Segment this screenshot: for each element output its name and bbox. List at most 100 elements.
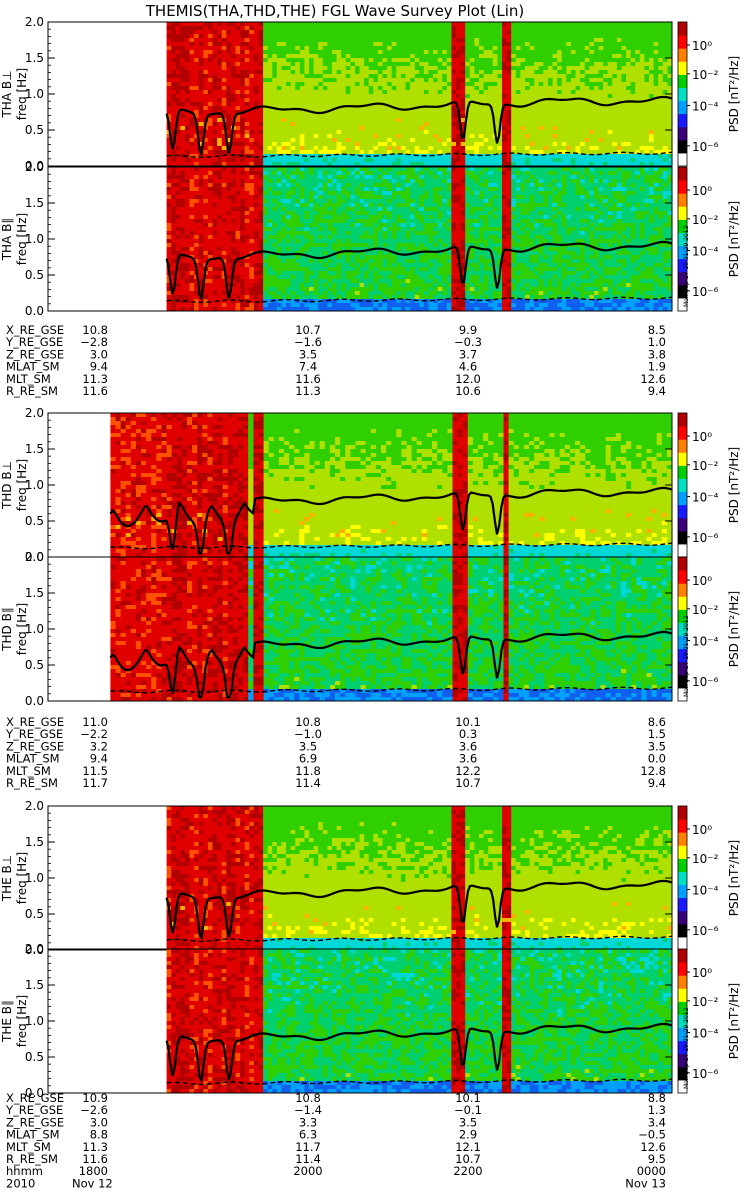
ephemeris-value: −1.0 (294, 727, 322, 741)
timestamp-label: Mon Sep 17 10:31:29 2012 (683, 615, 690, 697)
colorbar-label: PSD [nT²/Hz] (727, 840, 741, 916)
ephemeris-row-name: MLAT_SM (6, 360, 60, 374)
ephemeris-value: 0.0 (648, 752, 666, 766)
y-tick-label: 1.5 (25, 835, 44, 849)
ephemeris-row-name: R_RE_SM (6, 1152, 58, 1166)
ephemeris-row-name: Z_RE_GSE (6, 347, 64, 361)
ephemeris-value: 11.6 (82, 384, 108, 398)
y-axis-label: freq [Hz] (15, 213, 29, 265)
ephemeris-value: 11.6 (295, 372, 321, 386)
ephemeris-value: 9.4 (90, 360, 108, 374)
y-tick-label: 0.5 (25, 123, 44, 137)
colorbar-label: PSD [nT²/Hz] (727, 201, 741, 277)
ephemeris-value: 11.3 (295, 384, 321, 398)
ephemeris-value: 11.5 (82, 764, 108, 778)
ephemeris-value: 8.6 (648, 715, 666, 729)
ephemeris-value: 10.8 (295, 1091, 321, 1105)
ephemeris-value: 12.2 (455, 764, 481, 778)
colorbar-tick-label: 10⁻⁴ (692, 635, 719, 649)
panel-label: THE B∥ (0, 1000, 14, 1043)
y-tick-label: 0.0 (25, 943, 44, 957)
ephemeris-value: 3.3 (299, 1115, 317, 1129)
ephemeris-row-name: hhmm (6, 1164, 43, 1178)
colorbar-tick-label: 10⁰ (692, 39, 712, 53)
colorbar-tick-label: 10⁻² (692, 852, 719, 866)
fce-curve (165, 240, 673, 302)
y-tick-label: 2.0 (25, 942, 44, 956)
ephemeris-row-name: MLT_SM (6, 372, 51, 386)
panel-6: 0.0 0.5 1.0 1.5 2.0 freq [Hz]THE B∥ 10⁰ 10⁻² 10⁻… (0, 942, 741, 1100)
spectrogram (110, 413, 673, 558)
y-tick-label: 1.0 (25, 1014, 44, 1028)
spectrogram (166, 949, 673, 1094)
y-tick-label: 1.5 (25, 51, 44, 65)
ephemeris-value: 3.6 (459, 752, 477, 766)
ephemeris-value: 2200 (453, 1164, 482, 1178)
panel-1: 0.0 0.5 1.0 1.5 2.0 freq [Hz]THA B⊥ 10⁰ 10⁻² 10⁻… (0, 15, 741, 173)
colorbar-tick-label: 10⁰ (692, 966, 712, 980)
panel-label: THD B⊥ (0, 461, 14, 510)
ephemeris-value: 12.6 (640, 1140, 666, 1154)
fcp-curve (110, 542, 673, 550)
colorbar-tick-label: 10⁰ (692, 430, 712, 444)
fce-curve (109, 486, 673, 555)
ephemeris-row-name: MLT_SM (6, 1140, 51, 1154)
ephemeris-value: 3.0 (90, 347, 108, 361)
ephemeris-value: −1.6 (294, 335, 322, 349)
ephemeris-row-name: X_RE_GSE (6, 323, 64, 337)
colorbar-tick-label: 10⁻⁶ (692, 140, 719, 154)
colorbar: 10⁰ 10⁻² 10⁻⁴ 10⁻⁶ PSD [nT²/Hz] Mon Sep 17 10… (677, 948, 741, 1094)
ephemeris-value: 9.4 (90, 752, 108, 766)
ephemeris-value: −0.3 (454, 335, 482, 349)
colorbar-tick-label: 10⁻⁴ (692, 491, 719, 505)
ephemeris-value: 3.7 (459, 347, 477, 361)
y-tick-label: 2.0 (25, 15, 44, 29)
ephemeris-value: 10.1 (455, 1091, 481, 1105)
colorbar: 10⁰ 10⁻² 10⁻⁴ 10⁻⁶ PSD [nT²/Hz] (677, 412, 741, 558)
colorbar-tick-label: 10⁻⁴ (692, 100, 719, 114)
ephemeris-value: 1.0 (648, 335, 666, 349)
ephemeris-value: 1.5 (648, 727, 666, 741)
ephemeris-value: 8.8 (90, 1128, 108, 1142)
panel-label: THA B∥ (0, 218, 14, 262)
ephemeris-value: 6.9 (299, 752, 317, 766)
ephemeris-table: X_RE_GSE 10.8 10.7 9.9 8.5 Y_RE_GSE −2.8 −1.6 −0… (5, 323, 666, 1190)
colorbar-label: PSD [nT²/Hz] (727, 56, 741, 132)
year-label: 2010 (6, 1176, 35, 1190)
ephemeris-value: 11.7 (82, 776, 108, 790)
ephemeris-value: 1.3 (648, 1103, 666, 1117)
spectrogram (166, 167, 673, 312)
y-tick-label: 1.0 (25, 622, 44, 636)
ephemeris-row-name: MLAT_SM (6, 752, 60, 766)
ephemeris-value: −2.8 (80, 335, 108, 349)
ephemeris-value: 10.7 (455, 1152, 481, 1166)
y-axis-label: freq [Hz] (15, 995, 29, 1047)
panel-label: THD B∥ (0, 607, 14, 652)
ephemeris-value: 10.8 (295, 715, 321, 729)
ephemeris-value: −2.6 (80, 1103, 108, 1117)
spectrogram (166, 806, 673, 951)
ephemeris-value: 0.3 (459, 727, 477, 741)
colorbar-label: PSD [nT²/Hz] (727, 447, 741, 523)
panel-2: 0.0 0.5 1.0 1.5 2.0 freq [Hz]THA B∥ 10⁰ 10⁻² 10⁻… (0, 160, 741, 318)
ephemeris-value: 12.0 (455, 372, 481, 386)
y-tick-label: 1.5 (25, 442, 44, 456)
colorbar: 10⁰ 10⁻² 10⁻⁴ 10⁻⁶ PSD [nT²/Hz] Mon Sep 17 10… (677, 556, 741, 702)
y-tick-label: 2.0 (25, 406, 44, 420)
ephemeris-value: 3.6 (459, 739, 477, 753)
ephemeris-row-name: R_RE_SM (6, 776, 58, 790)
y-tick-label: 2.0 (25, 799, 44, 813)
panel-3: 0.0 0.5 1.0 1.5 2.0 freq [Hz]THD B⊥ 10⁰ 10⁻² 10⁻… (0, 406, 741, 564)
y-tick-label: 1.5 (25, 196, 44, 210)
ephemeris-group-1: X_RE_GSE 10.8 10.7 9.9 8.5 Y_RE_GSE −2.8 −1.6 −0… (5, 323, 666, 398)
y-tick-label: 0.0 (25, 304, 44, 318)
ephemeris-value: 11.6 (82, 1152, 108, 1166)
ephemeris-value: 3.5 (299, 347, 317, 361)
ephemeris-group-2: X_RE_GSE 11.0 10.8 10.1 8.6 Y_RE_GSE −2.2 −1.0 0… (5, 715, 666, 790)
fcp-curve (110, 686, 673, 694)
ephemeris-value: −0.1 (454, 1103, 482, 1117)
chart-title: THEMIS(THA,THD,THE) FGL Wave Survey Plot… (145, 2, 524, 20)
fce-curve (165, 1022, 673, 1084)
ephemeris-value: 3.0 (90, 1115, 108, 1129)
colorbar-label: PSD [nT²/Hz] (727, 983, 741, 1059)
